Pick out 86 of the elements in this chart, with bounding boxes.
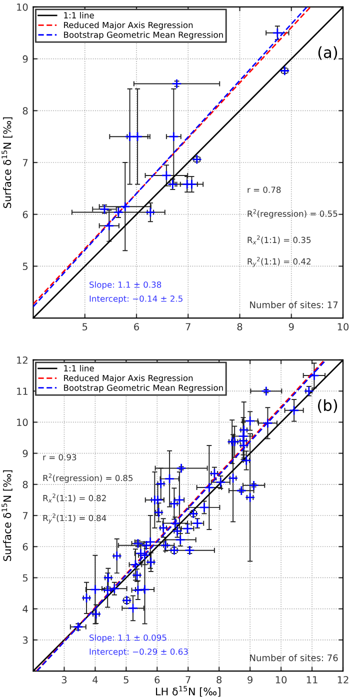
annotation: (a) xyxy=(318,46,338,60)
x-tick-label: 5 xyxy=(124,676,128,684)
annotation: R$_{y}$$^{2}$(1:1) = 0.42 xyxy=(248,256,310,268)
point xyxy=(309,370,320,381)
point xyxy=(124,132,135,142)
point xyxy=(90,584,100,595)
point xyxy=(261,386,272,396)
x-tick-label: 6 xyxy=(154,676,160,684)
y-tick-label: 8 xyxy=(22,480,28,488)
point xyxy=(104,220,114,231)
point xyxy=(109,584,120,594)
point xyxy=(176,463,186,474)
point xyxy=(132,132,143,142)
x-tick-label: 5 xyxy=(82,323,88,330)
x-tick-label: 8 xyxy=(216,676,222,684)
point xyxy=(164,474,175,484)
y-tick-label: 12 xyxy=(17,356,28,364)
x-tick-label: 6 xyxy=(134,323,139,330)
legend-label: Bootstrap Geometric Mean Regression xyxy=(64,384,223,393)
y-tick-label: 7 xyxy=(23,512,28,520)
x-tick-label: 9 xyxy=(248,676,252,684)
x-axis-title: LH δ$^{15}$N [‰] xyxy=(156,686,220,697)
legend-label: 1:1 line xyxy=(64,12,94,18)
point xyxy=(99,204,110,214)
x-tick-label: 10 xyxy=(338,323,349,330)
y-tick-label: 8 xyxy=(22,107,28,115)
x-tick-label: 10 xyxy=(276,676,287,684)
annotation: Intercept: −0.29 ± 0.63 xyxy=(90,648,188,656)
annotation: (b) xyxy=(318,399,338,413)
point xyxy=(199,502,210,513)
point xyxy=(81,592,92,604)
annotation: r = 0.78 xyxy=(248,186,281,193)
y-tick-label: 6 xyxy=(22,210,28,218)
x-tick-label: 12 xyxy=(338,676,348,684)
point xyxy=(186,179,197,190)
point xyxy=(161,170,172,181)
y-axis-title: Surface δ$^{15}$N [‰] xyxy=(2,117,12,208)
point xyxy=(140,584,150,595)
annotation: R$_{x}$$^{2}$(1:1) = 0.82 xyxy=(43,494,106,502)
annotation: R$^{2}$(regression) = 0.85 xyxy=(43,474,133,483)
point xyxy=(262,418,273,428)
y-tick-label: 9 xyxy=(22,55,28,63)
x-tick-label: 3 xyxy=(62,676,67,684)
point xyxy=(236,486,246,496)
annotation: Slope: 1.1 ± 0.38 xyxy=(90,281,162,290)
y-tick-label: 7 xyxy=(23,159,28,166)
annotation: R$^{2}$(regression) = 0.55 xyxy=(248,209,338,218)
point xyxy=(288,405,300,416)
annotation: Slope: 1.1 ± 0.095 xyxy=(90,634,166,642)
annotation: Number of sites: 17 xyxy=(250,301,338,308)
legend-label: Reduced Major Axis Regression xyxy=(64,22,193,30)
annotation: R$_{x}$$^{2}$(1:1) = 0.35 xyxy=(248,235,311,244)
x-tick-label: 8 xyxy=(237,323,242,330)
annotation: Number of sites: 76 xyxy=(250,654,338,662)
point xyxy=(209,468,220,479)
annotation: r = 0.93 xyxy=(43,454,76,460)
legend-label: Bootstrap Geometric Mean Regression xyxy=(64,31,223,40)
x-tick-label: 9 xyxy=(288,323,294,330)
point xyxy=(158,522,168,534)
y-tick-label: 10 xyxy=(17,418,28,426)
point xyxy=(128,603,138,614)
point xyxy=(112,550,122,562)
x-tick-label: 7 xyxy=(186,676,190,684)
annotation: R$_{y}$$^{2}$(1:1) = 0.84 xyxy=(43,514,106,524)
point xyxy=(244,492,256,503)
y-tick-label: 9 xyxy=(22,450,28,458)
y-tick-label: 6 xyxy=(22,543,28,550)
point xyxy=(244,416,256,426)
y-tick-label: 10 xyxy=(17,3,28,11)
point xyxy=(204,482,214,493)
annotation: Intercept: −0.14 ± 2.5 xyxy=(90,295,182,304)
y-tick-label: 11 xyxy=(17,388,28,395)
x-tick-label: 11 xyxy=(306,676,318,684)
y-tick-label: 4 xyxy=(22,605,28,613)
legend-label: 1:1 line xyxy=(64,364,94,372)
point xyxy=(168,132,179,142)
point xyxy=(272,28,283,38)
x-tick-label: 7 xyxy=(186,323,190,330)
point xyxy=(238,424,249,436)
y-tick-label: 3 xyxy=(22,636,28,644)
x-tick-label: 4 xyxy=(92,676,98,684)
point xyxy=(248,480,259,490)
y-tick-label: 5 xyxy=(22,262,28,270)
y-axis-title: Surface δ$^{15}$N [‰] xyxy=(2,470,12,561)
y-tick-label: 5 xyxy=(22,574,28,582)
legend-label: Reduced Major Axis Regression xyxy=(64,374,193,383)
